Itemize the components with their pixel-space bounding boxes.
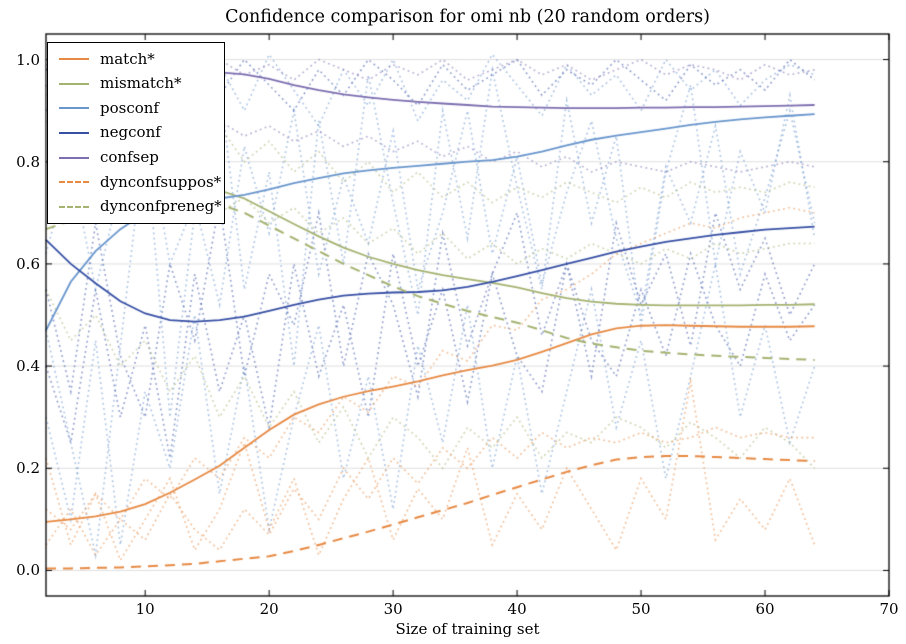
x-tick-label: 50 (631, 600, 651, 618)
legend-item-label: negconf (100, 123, 161, 142)
legend-item-label: dynconfpreneg* (100, 197, 222, 216)
legend-item-posconf: posconf (48, 96, 224, 120)
x-tick-label: 70 (879, 600, 899, 618)
legend-item-label: dynconfsuppos* (100, 172, 222, 191)
legend-line-sample (59, 131, 89, 134)
legend-item-label: confsep (100, 148, 159, 167)
legend-line-sample (59, 181, 89, 184)
y-tick-label: 0.8 (16, 152, 40, 171)
y-tick-label: 0.2 (16, 459, 40, 478)
legend-item-negconf: negconf (48, 121, 224, 145)
legend-box: match* mismatch* posconf negconf confsep… (47, 42, 225, 224)
legend-item-match: match* (48, 47, 224, 71)
x-tick-label: 30 (383, 600, 403, 618)
x-tick-label: 10 (135, 600, 155, 618)
legend-line-sample (59, 58, 89, 61)
x-tick-label: 60 (755, 600, 775, 618)
legend-item-label: match* (100, 49, 155, 68)
y-tick-label: 0.4 (16, 357, 40, 376)
legend-item-label: posconf (100, 98, 159, 117)
x-axis-label: Size of training set (395, 620, 540, 638)
y-tick-label: 0.0 (16, 561, 40, 580)
legend-line-sample (59, 82, 89, 85)
legend-item-mismatch: mismatch* (48, 72, 224, 96)
legend-line-sample (59, 156, 89, 159)
y-tick-label: 0.6 (16, 254, 40, 273)
legend-item-dynconfpreneg: dynconfpreneg* (48, 195, 224, 219)
x-tick-label: 40 (507, 600, 527, 618)
legend-item-confsep: confsep (48, 146, 224, 170)
chart-title: Confidence comparison for omi nb (20 ran… (225, 7, 710, 27)
y-tick-label: 1.0 (16, 50, 40, 69)
x-tick-label: 20 (259, 600, 279, 618)
legend-item-dynconfsuppos: dynconfsuppos* (48, 170, 224, 194)
legend-line-sample (59, 107, 89, 110)
legend-line-sample (59, 205, 89, 208)
legend-item-label: mismatch* (100, 74, 182, 93)
